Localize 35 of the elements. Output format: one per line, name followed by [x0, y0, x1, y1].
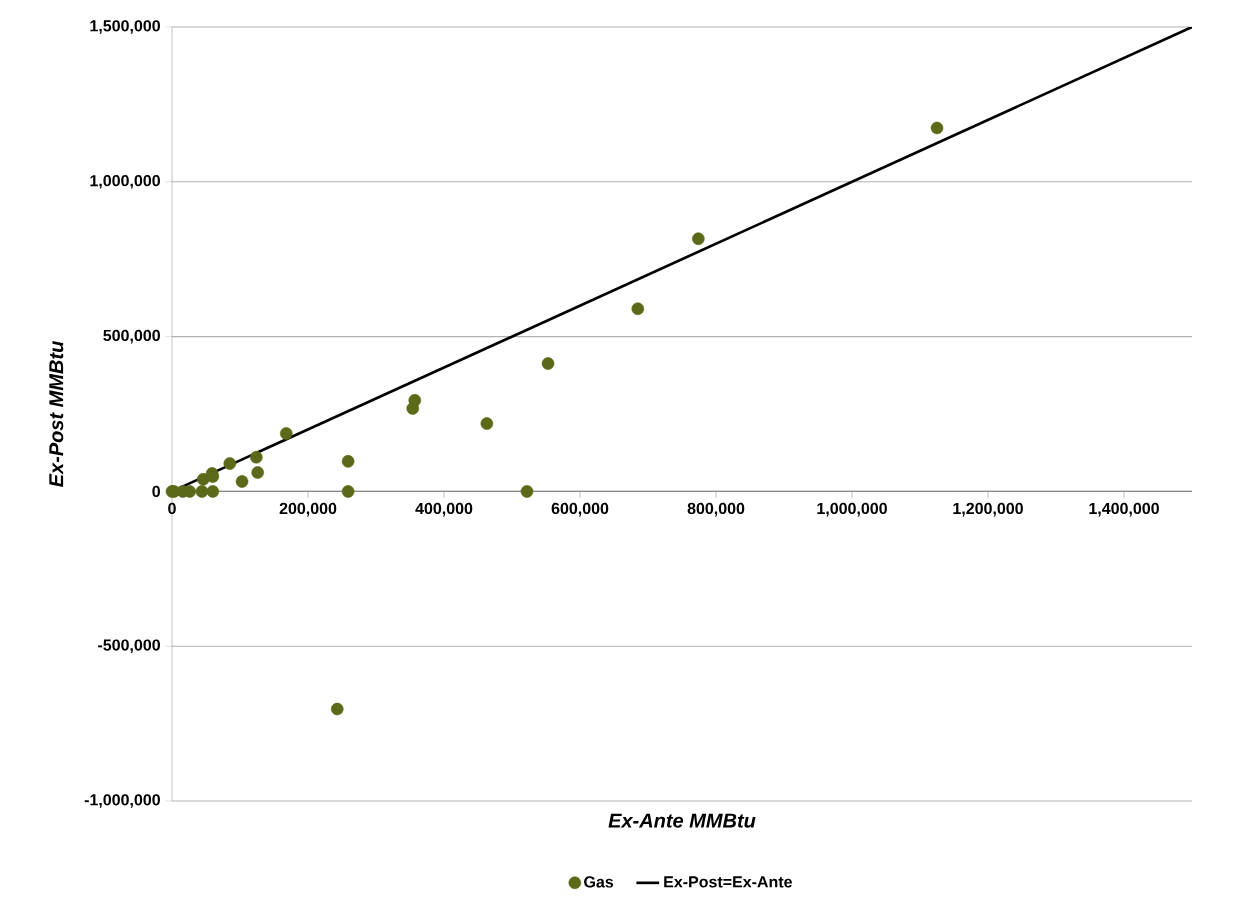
point [480, 417, 494, 430]
x-tick-label: 1,200,000 [953, 502, 1023, 517]
y-tick-label: 500,000 [103, 329, 160, 344]
point [520, 485, 534, 498]
x-tick-label: 400,000 [415, 502, 473, 517]
point [223, 457, 237, 470]
y-tick-label: 1,000,000 [90, 174, 160, 189]
point [341, 455, 355, 468]
point [279, 427, 293, 440]
point [341, 485, 355, 498]
point [930, 121, 944, 135]
legend-label: Gas [584, 876, 614, 888]
point [631, 302, 645, 315]
point [195, 485, 209, 498]
y-tick-label: 1,500,000 [90, 20, 160, 34]
x-tick-label: 0 [168, 502, 176, 515]
legend-label: Ex-Post=Ex-Ante [664, 876, 792, 888]
x-tick-label: 1,000,000 [817, 502, 887, 517]
point [235, 475, 249, 488]
point [206, 485, 220, 498]
x-tick-label: 800,000 [687, 502, 745, 517]
x-tick-label: 200,000 [279, 502, 337, 517]
point [692, 232, 705, 246]
x-tick-label: 600,000 [551, 502, 609, 517]
point [250, 451, 263, 464]
y-tick-label: -500,000 [98, 639, 160, 654]
y-tick-label: 0 [152, 485, 160, 498]
y-tick-label: -1,000,000 [84, 794, 160, 808]
point [330, 702, 344, 716]
y-axis-title: Ex-Post MMBtu [49, 341, 64, 487]
x-axis-title: Ex-Ante MMBtu [608, 813, 756, 828]
x-tick-label: 1,400,000 [1089, 502, 1159, 517]
point [251, 466, 264, 479]
point [541, 357, 555, 370]
point [408, 394, 422, 407]
